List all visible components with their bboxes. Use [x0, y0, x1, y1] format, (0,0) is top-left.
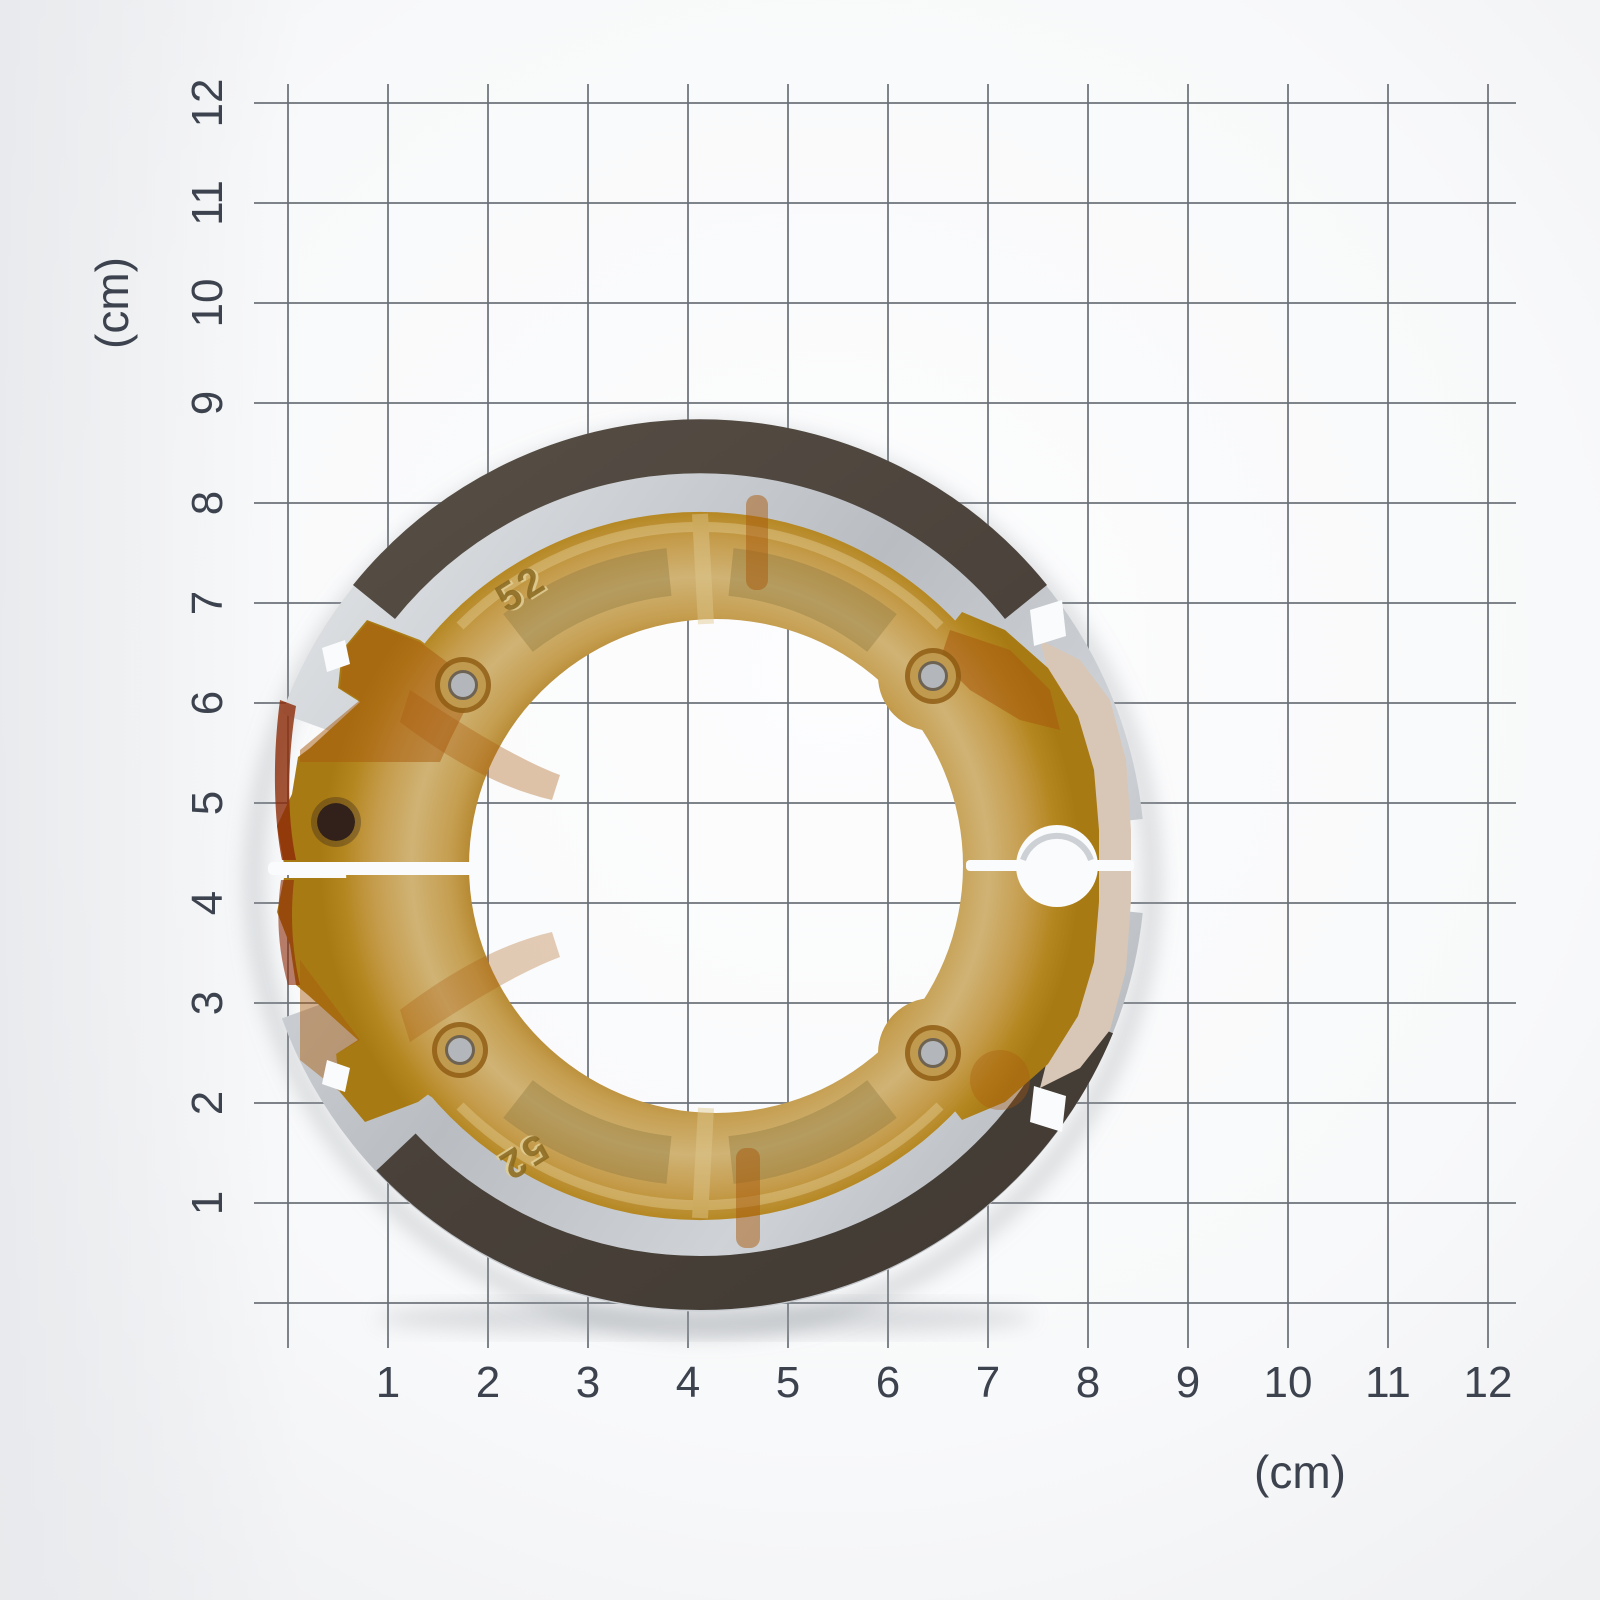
y-tick-label: 11 — [183, 180, 232, 226]
cam-end-block-bottom — [277, 878, 468, 1122]
y-tick-label: 4 — [183, 891, 232, 915]
y-tick-label: 10 — [183, 279, 232, 328]
x-tick-label: 8 — [1076, 1358, 1100, 1407]
paper-left-shading — [0, 0, 300, 1600]
y-tick-label: 7 — [183, 591, 232, 615]
y-tick-label: 5 — [183, 791, 232, 815]
friction-lining-bottom — [376, 1012, 1113, 1311]
x-tick-label: 6 — [876, 1358, 900, 1407]
rivet-holes — [432, 648, 961, 1081]
paint-dot-black — [317, 803, 355, 841]
shoe-web-gold-ring — [346, 511, 1054, 1221]
x-tick-label: 5 — [776, 1358, 800, 1407]
x-tick-label: 4 — [676, 1358, 700, 1407]
rust-stains — [274, 495, 1060, 1248]
shoe-gap-left — [268, 862, 476, 875]
x-tick-label: 10 — [1264, 1358, 1313, 1407]
web-ridge-highlights — [456, 513, 944, 1219]
x-tick-label: 12 — [1464, 1358, 1513, 1407]
x-tick-label: 11 — [1365, 1358, 1411, 1407]
rivet-hole — [435, 657, 491, 713]
y-tick-label: 6 — [183, 691, 232, 715]
x-tick-label: 7 — [976, 1358, 1000, 1407]
paint-dot-halo — [311, 797, 361, 847]
pivot-hole-shading — [1020, 832, 1094, 862]
y-tick-label: 8 — [183, 491, 232, 515]
x-tick-label: 3 — [576, 1358, 600, 1407]
y-tick-label: 3 — [183, 991, 232, 1015]
y-tick-label: 12 — [183, 79, 232, 128]
x-tick-label: 1 — [376, 1358, 400, 1407]
rivet-hole — [905, 1025, 961, 1081]
rim-notches — [322, 600, 1066, 1132]
friction-lining-top — [353, 419, 1047, 619]
brake-shoe-assembly: 52 52 52 52 — [246, 419, 1160, 1337]
x-tick-label: 2 — [476, 1358, 500, 1407]
rivet-hole — [905, 648, 961, 704]
x-tick-label: 9 — [1176, 1358, 1200, 1407]
unit-label-bottom: (cm) — [1254, 1446, 1346, 1498]
y-tick-label: 2 — [183, 1091, 232, 1115]
object-shadow-bottom — [375, 1301, 1035, 1335]
rivet-hole — [432, 1022, 488, 1078]
unit-label-left: (cm) — [86, 257, 138, 349]
y-tick-label: 1 — [183, 1191, 232, 1215]
y-tick-label: 9 — [183, 391, 232, 415]
